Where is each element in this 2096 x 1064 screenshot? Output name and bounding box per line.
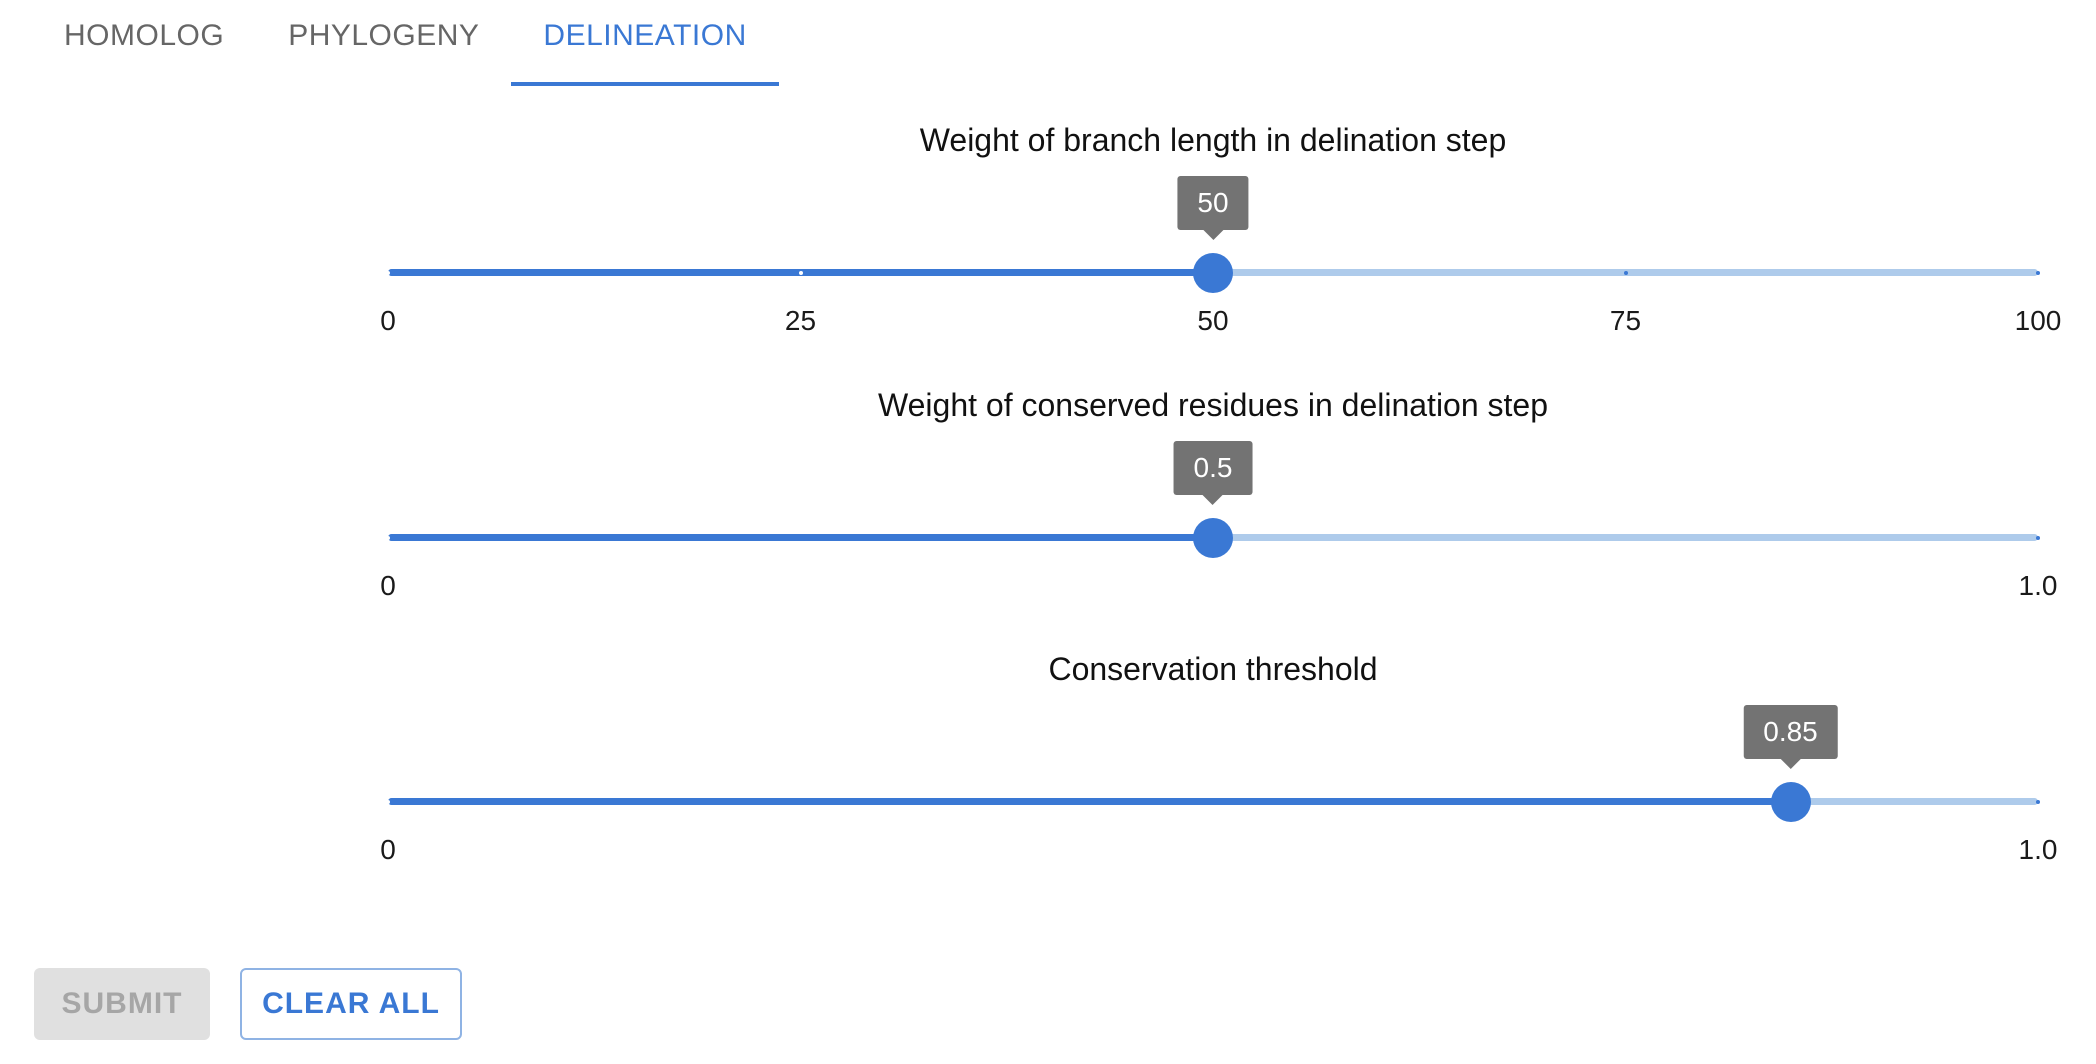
- tab-homolog[interactable]: HOMOLOG: [64, 19, 225, 52]
- slider-thumb[interactable]: [1193, 518, 1233, 558]
- conserved-residues-weight-slider-block: Weight of conserved residues in delinati…: [380, 385, 2057, 605]
- slider-track-fill: [388, 534, 1213, 541]
- slider-mark: [2036, 800, 2040, 804]
- slider-tick-label: 100: [2014, 305, 2062, 336]
- tab-delineation[interactable]: DELINEATION: [511, 0, 780, 86]
- slider-tick-label: 1.0: [2018, 834, 2058, 865]
- slider-title: Conservation threshold: [1048, 651, 1378, 687]
- slider-mark: [1623, 271, 1628, 275]
- slider-title: Weight of conserved residues in delinati…: [877, 387, 1549, 423]
- slider-tick-label: 1.0: [2018, 570, 2058, 601]
- slider-title: Weight of branch length in delination st…: [919, 122, 1507, 158]
- slider-tick-label: 75: [1609, 305, 1642, 336]
- slider-thumb[interactable]: [1193, 253, 1233, 293]
- slider-tick-label: 0: [380, 570, 396, 601]
- conservation-threshold-slider-block: Conservation threshold 0.85 0 1.0: [380, 649, 2057, 869]
- value-tooltip: 0.5: [1173, 441, 1253, 505]
- slider-mark: [2036, 271, 2040, 275]
- slider-mark: [386, 271, 390, 275]
- slider-tick-label: 50: [1197, 305, 1229, 336]
- submit-button[interactable]: SUBMIT: [34, 968, 210, 1040]
- slider-thumb[interactable]: [1770, 782, 1811, 822]
- tab-bar: HOMOLOG PHYLOGENY DELINEATION: [32, 0, 780, 86]
- value-tooltip: 0.85: [1743, 705, 1838, 769]
- slider-tick-label: 0: [380, 834, 396, 865]
- slider-track-fill: [388, 798, 1791, 805]
- branch-length-weight-slider-block: Weight of branch length in delination st…: [380, 120, 2061, 340]
- slider-mark: [798, 271, 803, 275]
- tab-phylogeny[interactable]: PHYLOGENY: [288, 19, 480, 52]
- slider-mark: [2036, 536, 2040, 540]
- clear-all-button[interactable]: CLEAR ALL: [240, 968, 462, 1040]
- slider-tick-label: 0: [380, 305, 396, 336]
- slider-track[interactable]: [386, 798, 2040, 805]
- slider-mark: [386, 536, 390, 540]
- value-tooltip: 50: [1177, 176, 1249, 240]
- slider-tick-label: 25: [784, 305, 817, 336]
- slider-mark: [386, 800, 390, 804]
